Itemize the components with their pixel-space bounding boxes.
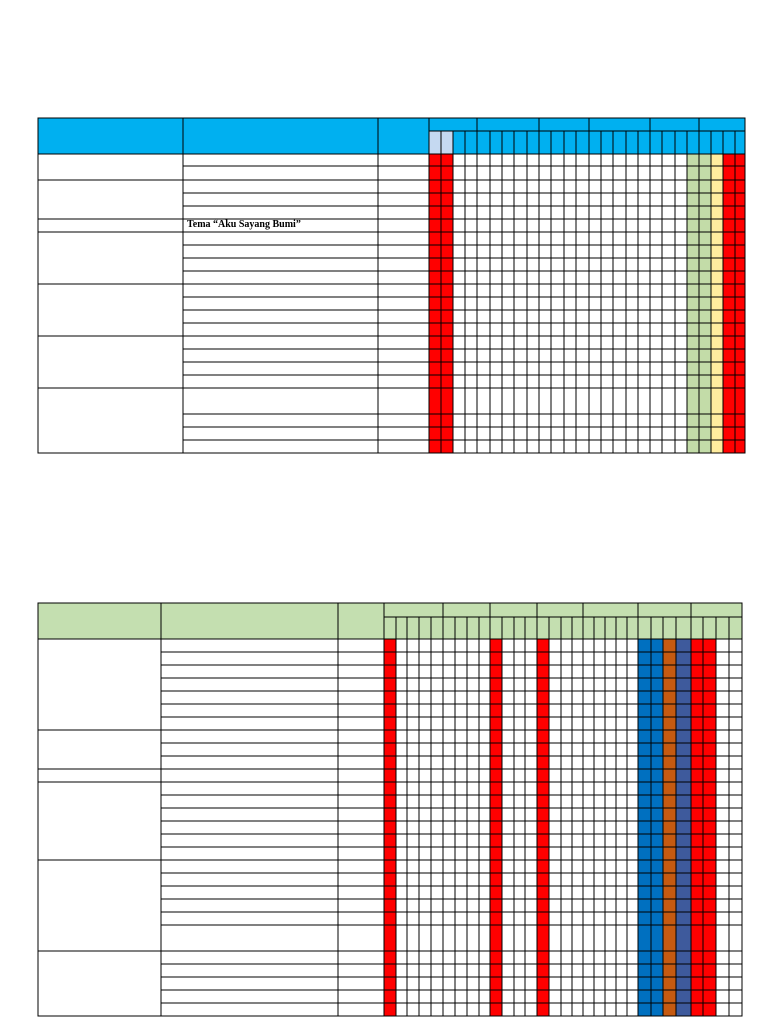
table2-brown-column bbox=[663, 639, 676, 1016]
theme-label: Tema “Aku Sayang Bumi” bbox=[187, 219, 301, 230]
table1-green-column bbox=[687, 154, 699, 453]
table1-green-column bbox=[699, 154, 711, 453]
table1-yellow-column bbox=[711, 154, 723, 453]
table2-red-column bbox=[537, 639, 549, 1016]
table1-border bbox=[37, 117, 746, 454]
table1-red-column bbox=[723, 154, 745, 453]
table1-header-subcell bbox=[429, 131, 441, 154]
table2-border bbox=[37, 602, 743, 1017]
table2-red-column bbox=[490, 639, 502, 1016]
table2-red-column bbox=[384, 639, 396, 1016]
table2-slate-column bbox=[676, 639, 691, 1016]
table2-header-bg bbox=[38, 603, 742, 639]
table1-header-bg bbox=[38, 118, 745, 154]
table1-header-subcell bbox=[441, 131, 453, 154]
